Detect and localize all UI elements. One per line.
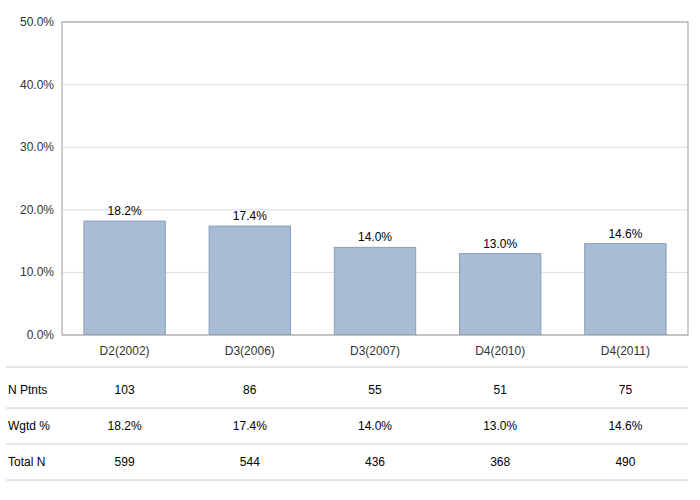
table-row-label: Wgtd % bbox=[8, 419, 50, 433]
bar bbox=[84, 221, 165, 335]
table-cell: 13.0% bbox=[483, 419, 517, 433]
table-cell: 103 bbox=[115, 383, 135, 397]
x-tick-label: D3(2007) bbox=[350, 344, 400, 358]
grid-line bbox=[62, 209, 688, 210]
y-tick-label: 30.0% bbox=[20, 140, 54, 154]
table-row-label: N Ptnts bbox=[8, 383, 47, 397]
data-label: 13.0% bbox=[483, 237, 517, 251]
chart-container: 0.0% 10.0% 20.0% 30.0% 40.0% 50.0% 18.2% 17.4% 1… bbox=[0, 0, 700, 500]
table-cell: 599 bbox=[115, 455, 135, 469]
chart: 0.0% 10.0% 20.0% 30.0% 40.0% 50.0% 18.2% 17.4% 1… bbox=[0, 0, 700, 500]
y-tick-label: 20.0% bbox=[20, 203, 54, 217]
table-separator bbox=[6, 408, 688, 409]
table-cell: 18.2% bbox=[108, 419, 142, 433]
y-tick-label: 10.0% bbox=[20, 265, 54, 279]
table-separator bbox=[6, 480, 688, 481]
table-cell: 51 bbox=[494, 383, 508, 397]
grid-line bbox=[62, 84, 688, 85]
x-tick-label: D4(2011) bbox=[601, 344, 650, 358]
table-cell: 490 bbox=[615, 455, 635, 469]
table-cell: 17.4% bbox=[233, 419, 267, 433]
data-label: 18.2% bbox=[108, 204, 142, 218]
table-row-label: Total N bbox=[8, 455, 45, 469]
grid-line bbox=[62, 147, 688, 148]
table-cell: 368 bbox=[490, 455, 510, 469]
data-table: N Ptnts 103 86 55 51 75 Wgtd % 18.2% 17.4% 14.0% 1… bbox=[6, 367, 688, 480]
data-label: 17.4% bbox=[233, 209, 267, 223]
bar bbox=[460, 254, 541, 335]
table-cell: 14.6% bbox=[608, 419, 642, 433]
bar bbox=[585, 244, 666, 335]
y-tick-label: 50.0% bbox=[20, 15, 54, 29]
table-cell: 544 bbox=[240, 455, 260, 469]
plot-frame bbox=[62, 22, 688, 335]
x-tick-label: D3(2006) bbox=[225, 344, 275, 358]
data-label: 14.6% bbox=[608, 227, 642, 241]
data-label: 14.0% bbox=[358, 230, 392, 244]
grid bbox=[62, 22, 688, 335]
table-cell: 55 bbox=[368, 383, 382, 397]
y-tick-label: 40.0% bbox=[20, 78, 54, 92]
y-tick-label: 0.0% bbox=[27, 328, 55, 342]
table-separator bbox=[6, 367, 688, 368]
x-tick-label: D4(2010) bbox=[475, 344, 525, 358]
table-cell: 14.0% bbox=[358, 419, 392, 433]
table-cell: 86 bbox=[243, 383, 257, 397]
x-tick-label: D2(2002) bbox=[100, 344, 150, 358]
table-separator bbox=[6, 444, 688, 445]
bar bbox=[334, 247, 415, 335]
bar bbox=[209, 226, 290, 335]
bars bbox=[84, 221, 666, 335]
table-cell: 75 bbox=[619, 383, 633, 397]
table-cell: 436 bbox=[365, 455, 385, 469]
